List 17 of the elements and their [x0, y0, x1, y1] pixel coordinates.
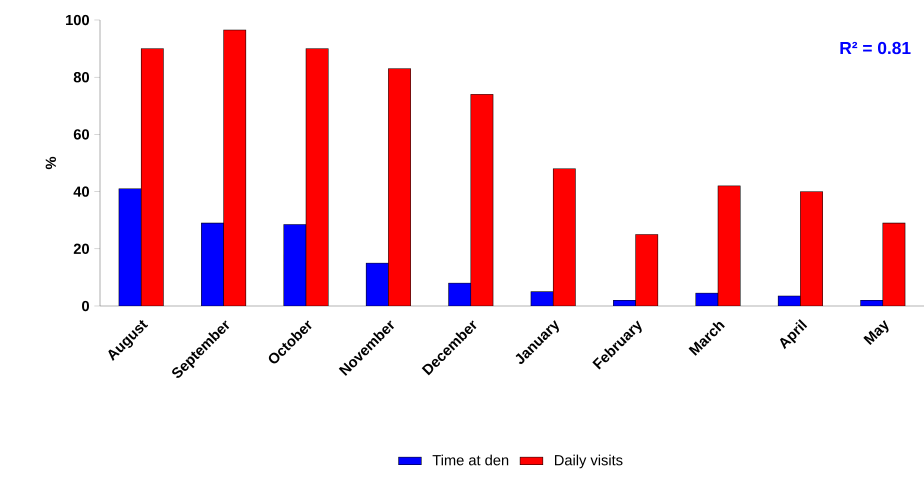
- legend-label: Time at den: [432, 454, 508, 466]
- y-tick-label: 40: [74, 186, 89, 197]
- bar: [201, 222, 224, 306]
- y-tick-label: 20: [74, 244, 89, 254]
- y-tick-label: 60: [74, 129, 89, 140]
- bar: [530, 291, 554, 306]
- y-axis-title: %: [46, 156, 56, 170]
- bar: [696, 293, 718, 306]
- y-tick-label: 100: [66, 14, 89, 26]
- bar: [448, 282, 472, 306]
- bar: [283, 224, 306, 306]
- y-tick-label: 0: [82, 300, 89, 312]
- bar: [118, 188, 142, 306]
- y-tick-label: 80: [74, 72, 89, 82]
- bar: [366, 262, 389, 306]
- annotation: R² = 0.81: [840, 42, 911, 54]
- legend-label: Daily visits: [554, 454, 622, 468]
